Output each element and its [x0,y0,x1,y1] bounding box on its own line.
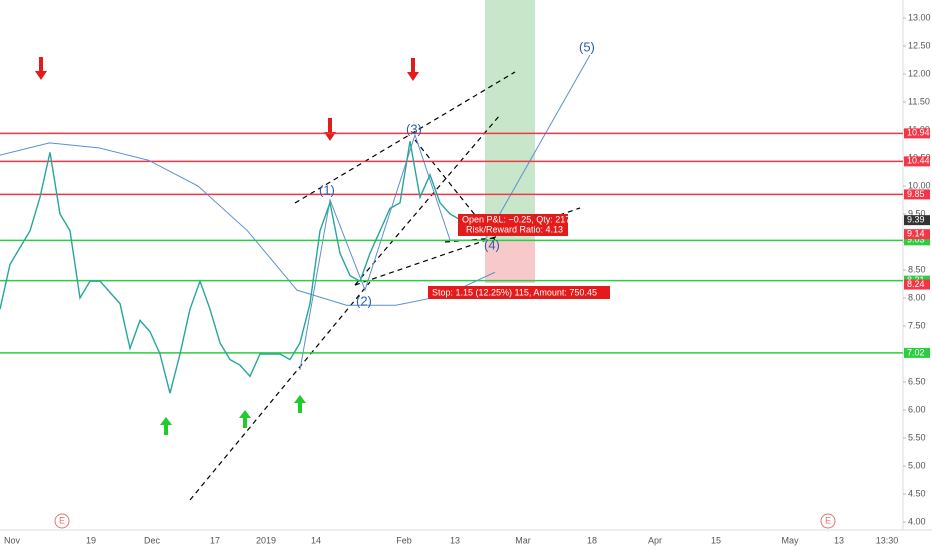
y-tick-label: 10.00 [908,180,931,190]
y-tick-label: 9.50 [908,208,926,218]
earnings-label[interactable]: E [825,515,831,525]
x-tick-label: 13 [450,535,460,545]
x-tick-label: 17 [210,535,220,545]
y-tick-label: 5.00 [908,460,926,470]
pnl-box [458,214,568,236]
level-tag [904,128,930,139]
wave-label: (4) [484,237,500,252]
price-tag [904,215,930,226]
x-tick-label: 15 [711,535,721,545]
level-label: 9.85 [907,189,925,199]
wave-label: (3) [406,121,422,136]
y-tick-label: 8.00 [908,292,926,302]
x-tick-label: May [781,535,799,545]
x-tick-label: 18 [587,535,597,545]
x-tick-label: 13:30 [876,535,899,545]
position-info: Open P&L: −0.25, Qty: 217 Risk/Reward Ra… [428,214,610,299]
y-tick-label: 6.50 [908,376,926,386]
earnings-label[interactable]: E [59,515,65,525]
price-line [0,141,481,394]
level-tag [904,347,930,358]
y-tick-label: 8.50 [908,264,926,274]
wave-label: (2) [356,293,372,308]
level-label: 10.44 [907,156,930,166]
x-tick-label: 2019 [256,535,276,545]
level-tag [904,156,930,167]
target-zone [485,0,535,240]
level-label: 9.03 [907,235,925,245]
stop-zone [485,240,535,283]
x-tick-label: Apr [648,535,662,545]
x-tick-label: 14 [311,535,321,545]
level-tag [904,189,930,200]
y-tick-label: 5.50 [908,432,926,442]
price-label: 9.14 [907,229,925,239]
ratio-text: Risk/Reward Ratio: 4.13 [466,224,563,234]
x-tick-label: Feb [396,535,412,545]
y-tick-label: 6.00 [908,404,926,414]
y-tick-label: 12.00 [908,68,931,78]
x-tick-label: 13 [834,535,844,545]
y-tick-label: 13.00 [908,12,931,22]
price-tag [904,279,930,290]
pnl-text: Open P&L: −0.25, Qty: 217 [462,214,570,224]
stop-box [428,286,610,299]
level-tag [904,235,930,246]
y-tick-label: 4.00 [908,516,926,526]
sell-arrows [35,57,419,141]
y-tick-label: 4.50 [908,488,926,498]
wave-label: (5) [579,39,595,54]
y-tick-label: 11.50 [908,96,930,106]
level-label: 10.94 [907,128,930,138]
earnings-icon[interactable] [54,513,70,529]
wave-label: (1) [319,182,335,197]
y-tick-label: 7.50 [908,320,926,330]
earnings-icon[interactable] [820,513,836,529]
x-tick-label: 19 [86,535,96,545]
x-tick-label: Dec [144,535,161,545]
x-tick-label: Nov [4,535,21,545]
price-label: 8.24 [907,279,925,289]
moving-average-line [0,142,496,306]
price-label: 9.39 [907,215,925,225]
y-tick-label: 12.50 [908,40,931,50]
price-tag [904,229,930,240]
stop-text: Stop: 1.15 (12.25%) 115, Amount: 750.45 [432,287,597,297]
buy-arrows [160,395,306,435]
x-tick-label: Mar [515,535,531,545]
level-label: 7.02 [907,347,925,357]
